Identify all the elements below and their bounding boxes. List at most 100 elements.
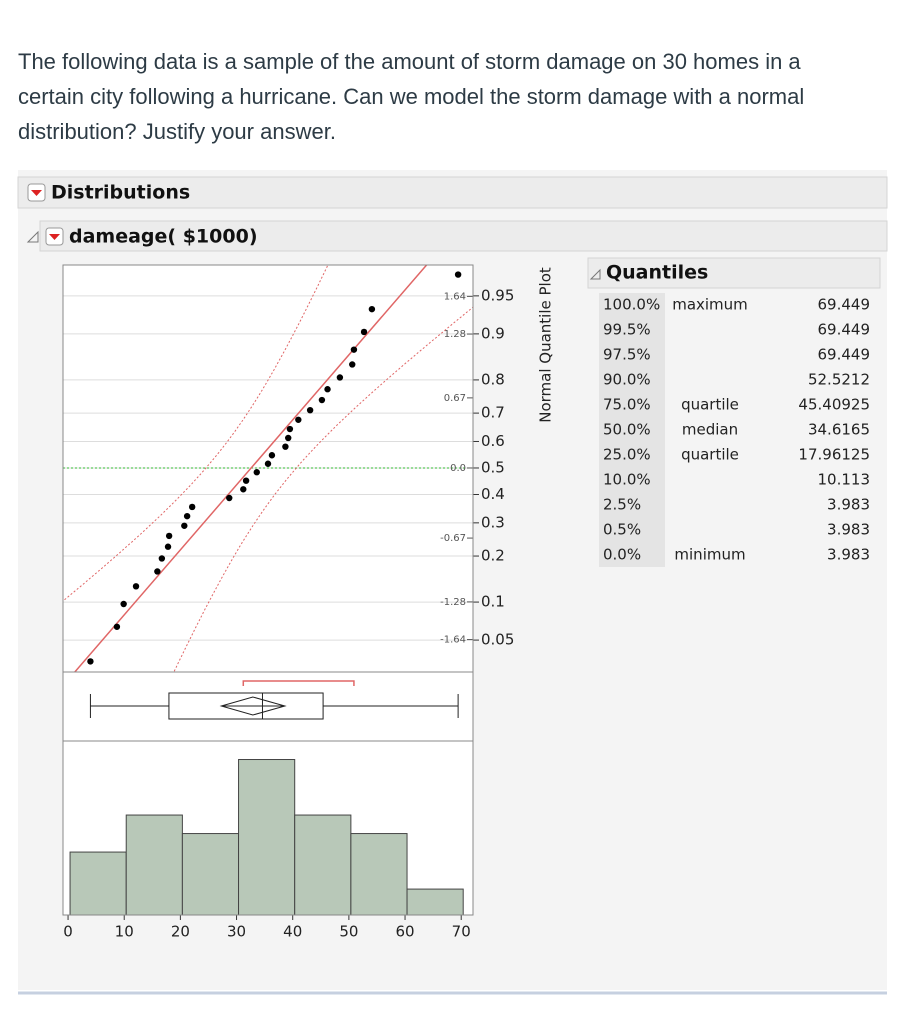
point (350, 346, 358, 353)
y-tick-label: 1.28 (444, 329, 466, 340)
bar (238, 759, 296, 916)
x-tick-label: 70 (452, 923, 471, 941)
y2-tick-label: 0.05 (481, 631, 514, 649)
plot-frame (62, 264, 474, 916)
quantile-level: 0.0% (603, 546, 641, 564)
quantile-level: 100.0% (603, 296, 660, 314)
point (268, 452, 276, 459)
quantile-label: maximum (672, 296, 748, 314)
x-tick-label: 30 (227, 923, 246, 941)
point (264, 460, 272, 467)
question-line: distribution? Justify your answer. (18, 119, 336, 144)
point (154, 568, 161, 575)
y2-tick-label: 0.8 (481, 370, 505, 388)
menu-arrow (49, 234, 60, 240)
quantile-level: 10.0% (603, 471, 651, 489)
question-line: The following data is a sample of the am… (18, 49, 801, 74)
y2-tick-label: 0.3 (481, 513, 505, 531)
quantile-label: minimum (674, 546, 745, 564)
quantile-value: 52.5212 (808, 371, 870, 389)
point (253, 469, 260, 476)
quantile-label: quartile (681, 396, 739, 414)
point (349, 361, 356, 368)
point (164, 543, 172, 550)
y2-tick-label: 0.2 (481, 547, 505, 565)
quantile-level: 0.5% (603, 521, 641, 539)
y2-tick-label: 0.5 (481, 458, 505, 476)
x-tick-label: 60 (395, 923, 414, 941)
quantile-value: 69.449 (818, 346, 871, 364)
point (285, 434, 292, 442)
y2-tick-label: 0.7 (481, 404, 505, 422)
quantile-level: 99.5% (603, 321, 651, 339)
y-tick-label: 1.64 (444, 291, 466, 302)
variable-title: dameage( $1000) (69, 226, 258, 248)
point (242, 477, 250, 484)
point (226, 494, 233, 502)
level-column-bg (599, 293, 665, 567)
point (318, 396, 326, 404)
disclosure[interactable] (26, 230, 39, 243)
point (188, 503, 196, 511)
point (181, 522, 188, 529)
quantile-value: 69.449 (818, 321, 871, 339)
quantile-level: 50.0% (603, 421, 651, 439)
y-tick-label: -1.64 (440, 635, 466, 646)
x-tick-label: 40 (283, 923, 302, 941)
bar (294, 814, 352, 916)
bar (350, 833, 408, 916)
x-tick-label: 50 (339, 923, 358, 941)
point (87, 658, 94, 665)
quantile-level: 25.0% (603, 446, 651, 464)
x-tick-label: 20 (171, 923, 190, 941)
quantile-value: 10.113 (818, 471, 871, 489)
quantile-value: 3.983 (827, 496, 870, 514)
quantile-value: 34.6165 (808, 421, 870, 439)
question-line: certain city following a hurricane. Can … (18, 84, 805, 109)
menu-arrow (31, 190, 42, 196)
y2-tick-label: 0.1 (481, 593, 505, 611)
bar (181, 833, 240, 916)
quantile-level: 90.0% (603, 371, 651, 389)
point (158, 555, 166, 562)
point (120, 600, 127, 608)
point (132, 583, 140, 590)
shortest-half (242, 680, 355, 686)
point (165, 532, 173, 540)
quantile-value: 3.983 (827, 546, 870, 564)
quantile-value: 3.983 (827, 521, 870, 539)
y2-tick-label: 0.4 (481, 485, 505, 503)
quantile-label: quartile (681, 446, 739, 464)
quantiles-bar (587, 257, 881, 289)
quantile-value: 45.40925 (798, 396, 870, 414)
point (183, 512, 191, 520)
bar (406, 888, 464, 916)
bar (125, 814, 183, 916)
variable-bar (39, 220, 888, 252)
point (240, 486, 247, 493)
plot-area (63, 265, 473, 672)
quantiles-title: Quantiles (606, 262, 708, 284)
point (368, 305, 376, 313)
quantile-level: 75.0% (603, 396, 651, 414)
x-tick-label: 10 (115, 923, 134, 941)
y2-axis-label: Normal Quantile Plot (537, 267, 555, 423)
fit-line (74, 265, 428, 672)
header-bar (17, 176, 888, 209)
quantile-value: 69.449 (818, 296, 871, 314)
point (282, 443, 289, 450)
question: The following data is a sample of the am… (18, 44, 804, 149)
point (113, 623, 121, 630)
disclosure[interactable] (589, 268, 601, 280)
y-tick-label: -0.67 (440, 533, 466, 544)
y-tick-label: 0.0 (450, 463, 466, 474)
quantile-level: 2.5% (603, 496, 641, 514)
y2-tick-label: 0.9 (481, 324, 505, 342)
bar (69, 851, 127, 916)
y-tick-label: 0.67 (444, 393, 466, 404)
point (360, 328, 368, 336)
x-tick-label: 0 (63, 923, 73, 941)
point (336, 374, 344, 381)
point (295, 416, 302, 423)
